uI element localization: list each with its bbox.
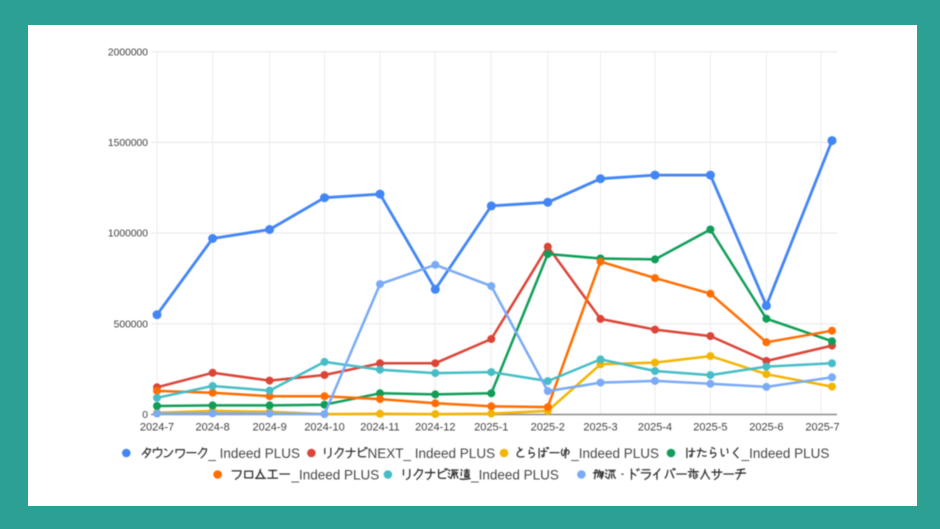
svg-text:2025-2: 2025-2 [531, 422, 565, 434]
svg-text:1500000: 1500000 [108, 138, 148, 149]
svg-text:2024-7: 2024-7 [140, 422, 174, 434]
svg-text:2024-8: 2024-8 [195, 422, 229, 434]
svg-text:2025-6: 2025-6 [749, 422, 783, 434]
svg-text:2025-4: 2025-4 [638, 422, 672, 434]
svg-text:2025-3: 2025-3 [583, 422, 617, 434]
svg-text:2024-10: 2024-10 [304, 422, 344, 434]
svg-text:2024-11: 2024-11 [360, 422, 400, 434]
svg-text:_Indeed PLUS: _Indeed PLUS [291, 467, 380, 482]
svg-text:2000000: 2000000 [108, 47, 148, 58]
svg-text:_ Indeed PLUS: _ Indeed PLUS [207, 446, 300, 461]
svg-text:1000000: 1000000 [108, 229, 148, 240]
svg-text:NEXT_ Indeed PLUS: NEXT_ Indeed PLUS [368, 446, 496, 461]
svg-text:2024-9: 2024-9 [252, 422, 286, 434]
svg-text:500000: 500000 [114, 319, 149, 330]
svg-text:_Indeed PLUS: _Indeed PLUS [470, 467, 559, 482]
svg-text:2025-7: 2025-7 [805, 422, 839, 434]
svg-text:0: 0 [142, 410, 148, 421]
svg-text:2025-1: 2025-1 [474, 422, 508, 434]
svg-text:2025-5: 2025-5 [693, 422, 727, 434]
svg-text:2024-12: 2024-12 [415, 422, 455, 434]
svg-text:_Indeed PLUS: _Indeed PLUS [570, 446, 659, 461]
svg-text:_Indeed PLUS: _Indeed PLUS [741, 446, 830, 461]
